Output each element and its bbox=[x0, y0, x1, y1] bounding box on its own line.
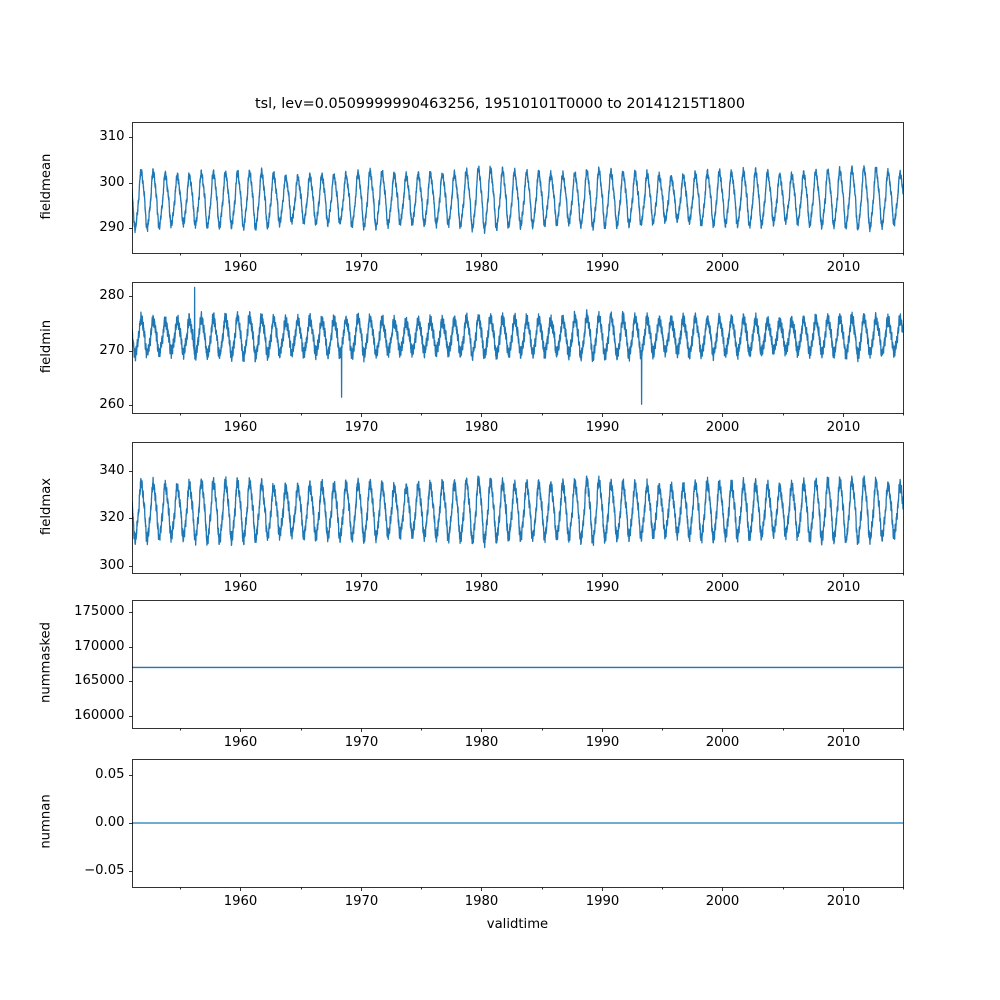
plot-canvas bbox=[0, 0, 1000, 1000]
matplotlib-figure: tsl, lev=0.0509999990463256, 19510101T00… bbox=[0, 0, 1000, 1000]
